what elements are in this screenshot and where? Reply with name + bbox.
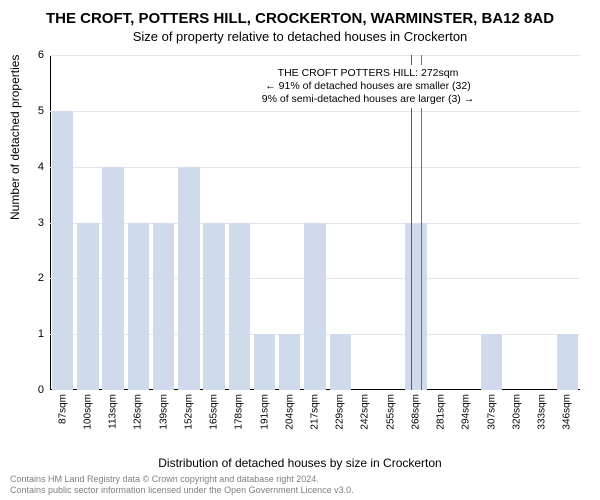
bar xyxy=(229,223,250,391)
bar xyxy=(128,223,149,391)
annotation-line: ← 91% of detached houses are smaller (32… xyxy=(262,80,474,93)
bar xyxy=(254,334,275,390)
annotation-box: THE CROFT POTTERS HILL: 272sqm← 91% of d… xyxy=(258,65,478,108)
x-tick-label: 217sqm xyxy=(310,394,321,430)
x-tick-label: 178sqm xyxy=(234,394,245,430)
y-tick-label: 3 xyxy=(38,217,44,229)
bar xyxy=(77,223,98,391)
y-tick-label: 1 xyxy=(38,328,44,340)
bar xyxy=(203,223,224,391)
chart-title: THE CROFT, POTTERS HILL, CROCKERTON, WAR… xyxy=(0,0,600,27)
x-tick-label: 191sqm xyxy=(259,394,270,430)
bar xyxy=(153,223,174,391)
y-tick-label: 4 xyxy=(38,161,44,173)
annotation-line: THE CROFT POTTERS HILL: 272sqm xyxy=(262,67,474,80)
bar xyxy=(178,167,199,390)
x-tick-label: 281sqm xyxy=(436,394,447,430)
bar xyxy=(557,334,578,390)
bar xyxy=(304,223,325,391)
x-tick-label: 242sqm xyxy=(360,394,371,430)
grid-line xyxy=(50,167,580,168)
x-tick-label: 87sqm xyxy=(57,394,68,424)
x-tick-label: 346sqm xyxy=(562,394,573,430)
y-tick-label: 0 xyxy=(38,384,44,396)
y-axis-label: Number of detached properties xyxy=(8,55,22,220)
footer-line-2: Contains public sector information licen… xyxy=(10,485,354,496)
footer-line-1: Contains HM Land Registry data © Crown c… xyxy=(10,474,354,485)
x-tick-label: 229sqm xyxy=(335,394,346,430)
x-tick-label: 126sqm xyxy=(133,394,144,430)
x-tick-label: 294sqm xyxy=(461,394,472,430)
chart-subtitle: Size of property relative to detached ho… xyxy=(0,27,600,44)
bar xyxy=(102,167,123,390)
bar xyxy=(330,334,351,390)
x-tick-label: 204sqm xyxy=(284,394,295,430)
annotation-line: 9% of semi-detached houses are larger (3… xyxy=(262,93,474,106)
x-tick-label: 139sqm xyxy=(158,394,169,430)
grid-line xyxy=(50,111,580,112)
x-tick-label: 100sqm xyxy=(82,394,93,430)
grid-line xyxy=(50,55,580,56)
x-tick-label: 165sqm xyxy=(209,394,220,430)
bar xyxy=(52,111,73,390)
bar xyxy=(481,334,502,390)
x-tick-label: 255sqm xyxy=(385,394,396,430)
bar xyxy=(279,334,300,390)
bar xyxy=(405,223,426,391)
plot-area: 012345687sqm100sqm113sqm126sqm139sqm152s… xyxy=(50,55,580,390)
footer-attribution: Contains HM Land Registry data © Crown c… xyxy=(10,474,354,496)
x-tick-label: 152sqm xyxy=(183,394,194,430)
x-axis-label: Distribution of detached houses by size … xyxy=(0,456,600,470)
x-tick-label: 333sqm xyxy=(537,394,548,430)
y-tick-label: 2 xyxy=(38,272,44,284)
x-tick-label: 268sqm xyxy=(410,394,421,430)
x-tick-label: 113sqm xyxy=(108,394,119,429)
y-tick-label: 6 xyxy=(38,49,44,61)
x-tick-label: 320sqm xyxy=(511,394,522,430)
y-tick-label: 5 xyxy=(38,105,44,117)
x-tick-label: 307sqm xyxy=(486,394,497,430)
